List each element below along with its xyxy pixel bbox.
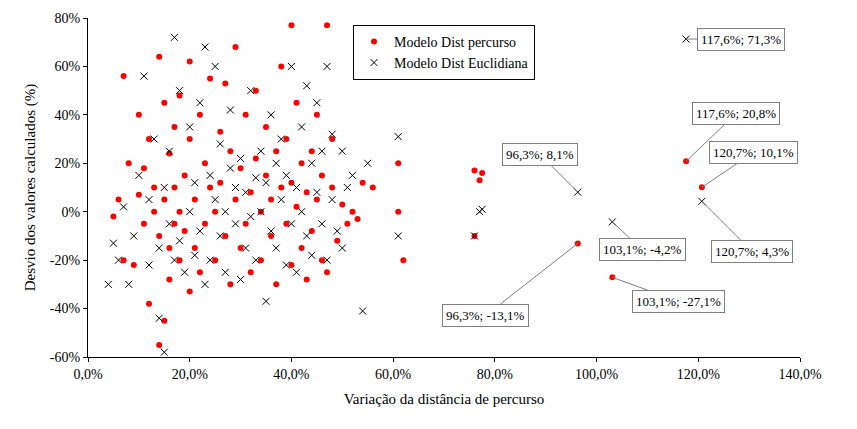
svg-text:140,0%: 140,0% bbox=[778, 367, 822, 382]
svg-text:80%: 80% bbox=[55, 11, 81, 26]
svg-text:96,3%; -13,1%: 96,3%; -13,1% bbox=[446, 308, 525, 323]
svg-text:60%: 60% bbox=[55, 59, 81, 74]
svg-text:103,1%; -27,1%: 103,1%; -27,1% bbox=[636, 294, 721, 309]
svg-text:Modelo Dist Euclidiana: Modelo Dist Euclidiana bbox=[394, 56, 529, 71]
svg-text:40,0%: 40,0% bbox=[273, 367, 310, 382]
svg-text:103,1%; -4,2%: 103,1%; -4,2% bbox=[603, 242, 682, 257]
svg-text:96,3%; 8,1%: 96,3%; 8,1% bbox=[506, 147, 574, 162]
svg-text:0%: 0% bbox=[62, 205, 81, 220]
svg-text:40%: 40% bbox=[55, 108, 81, 123]
svg-text:0,0%: 0,0% bbox=[73, 367, 103, 382]
svg-text:Modelo Dist percurso: Modelo Dist percurso bbox=[394, 35, 516, 50]
svg-text:120,7%; 4,3%: 120,7%; 4,3% bbox=[715, 244, 789, 259]
svg-text:20%: 20% bbox=[55, 156, 81, 171]
svg-text:Desvio dos valores calculados: Desvio dos valores calculados (%) bbox=[22, 84, 39, 291]
svg-text:-20%: -20% bbox=[50, 253, 81, 268]
svg-text:120,7%; 10,1%: 120,7%; 10,1% bbox=[713, 145, 794, 160]
svg-text:-40%: -40% bbox=[50, 301, 81, 316]
svg-text:100,0%: 100,0% bbox=[575, 367, 619, 382]
svg-text:117,6%; 71,3%: 117,6%; 71,3% bbox=[701, 32, 781, 47]
svg-text:80,0%: 80,0% bbox=[477, 367, 514, 382]
svg-text:120,0%: 120,0% bbox=[677, 367, 721, 382]
svg-text:117,6%; 20,8%: 117,6%; 20,8% bbox=[696, 106, 776, 121]
svg-text:60,0%: 60,0% bbox=[375, 367, 412, 382]
svg-text:-60%: -60% bbox=[50, 350, 81, 365]
svg-text:Variação da distância de percu: Variação da distância de percurso bbox=[344, 391, 545, 407]
svg-text:20,0%: 20,0% bbox=[172, 367, 209, 382]
